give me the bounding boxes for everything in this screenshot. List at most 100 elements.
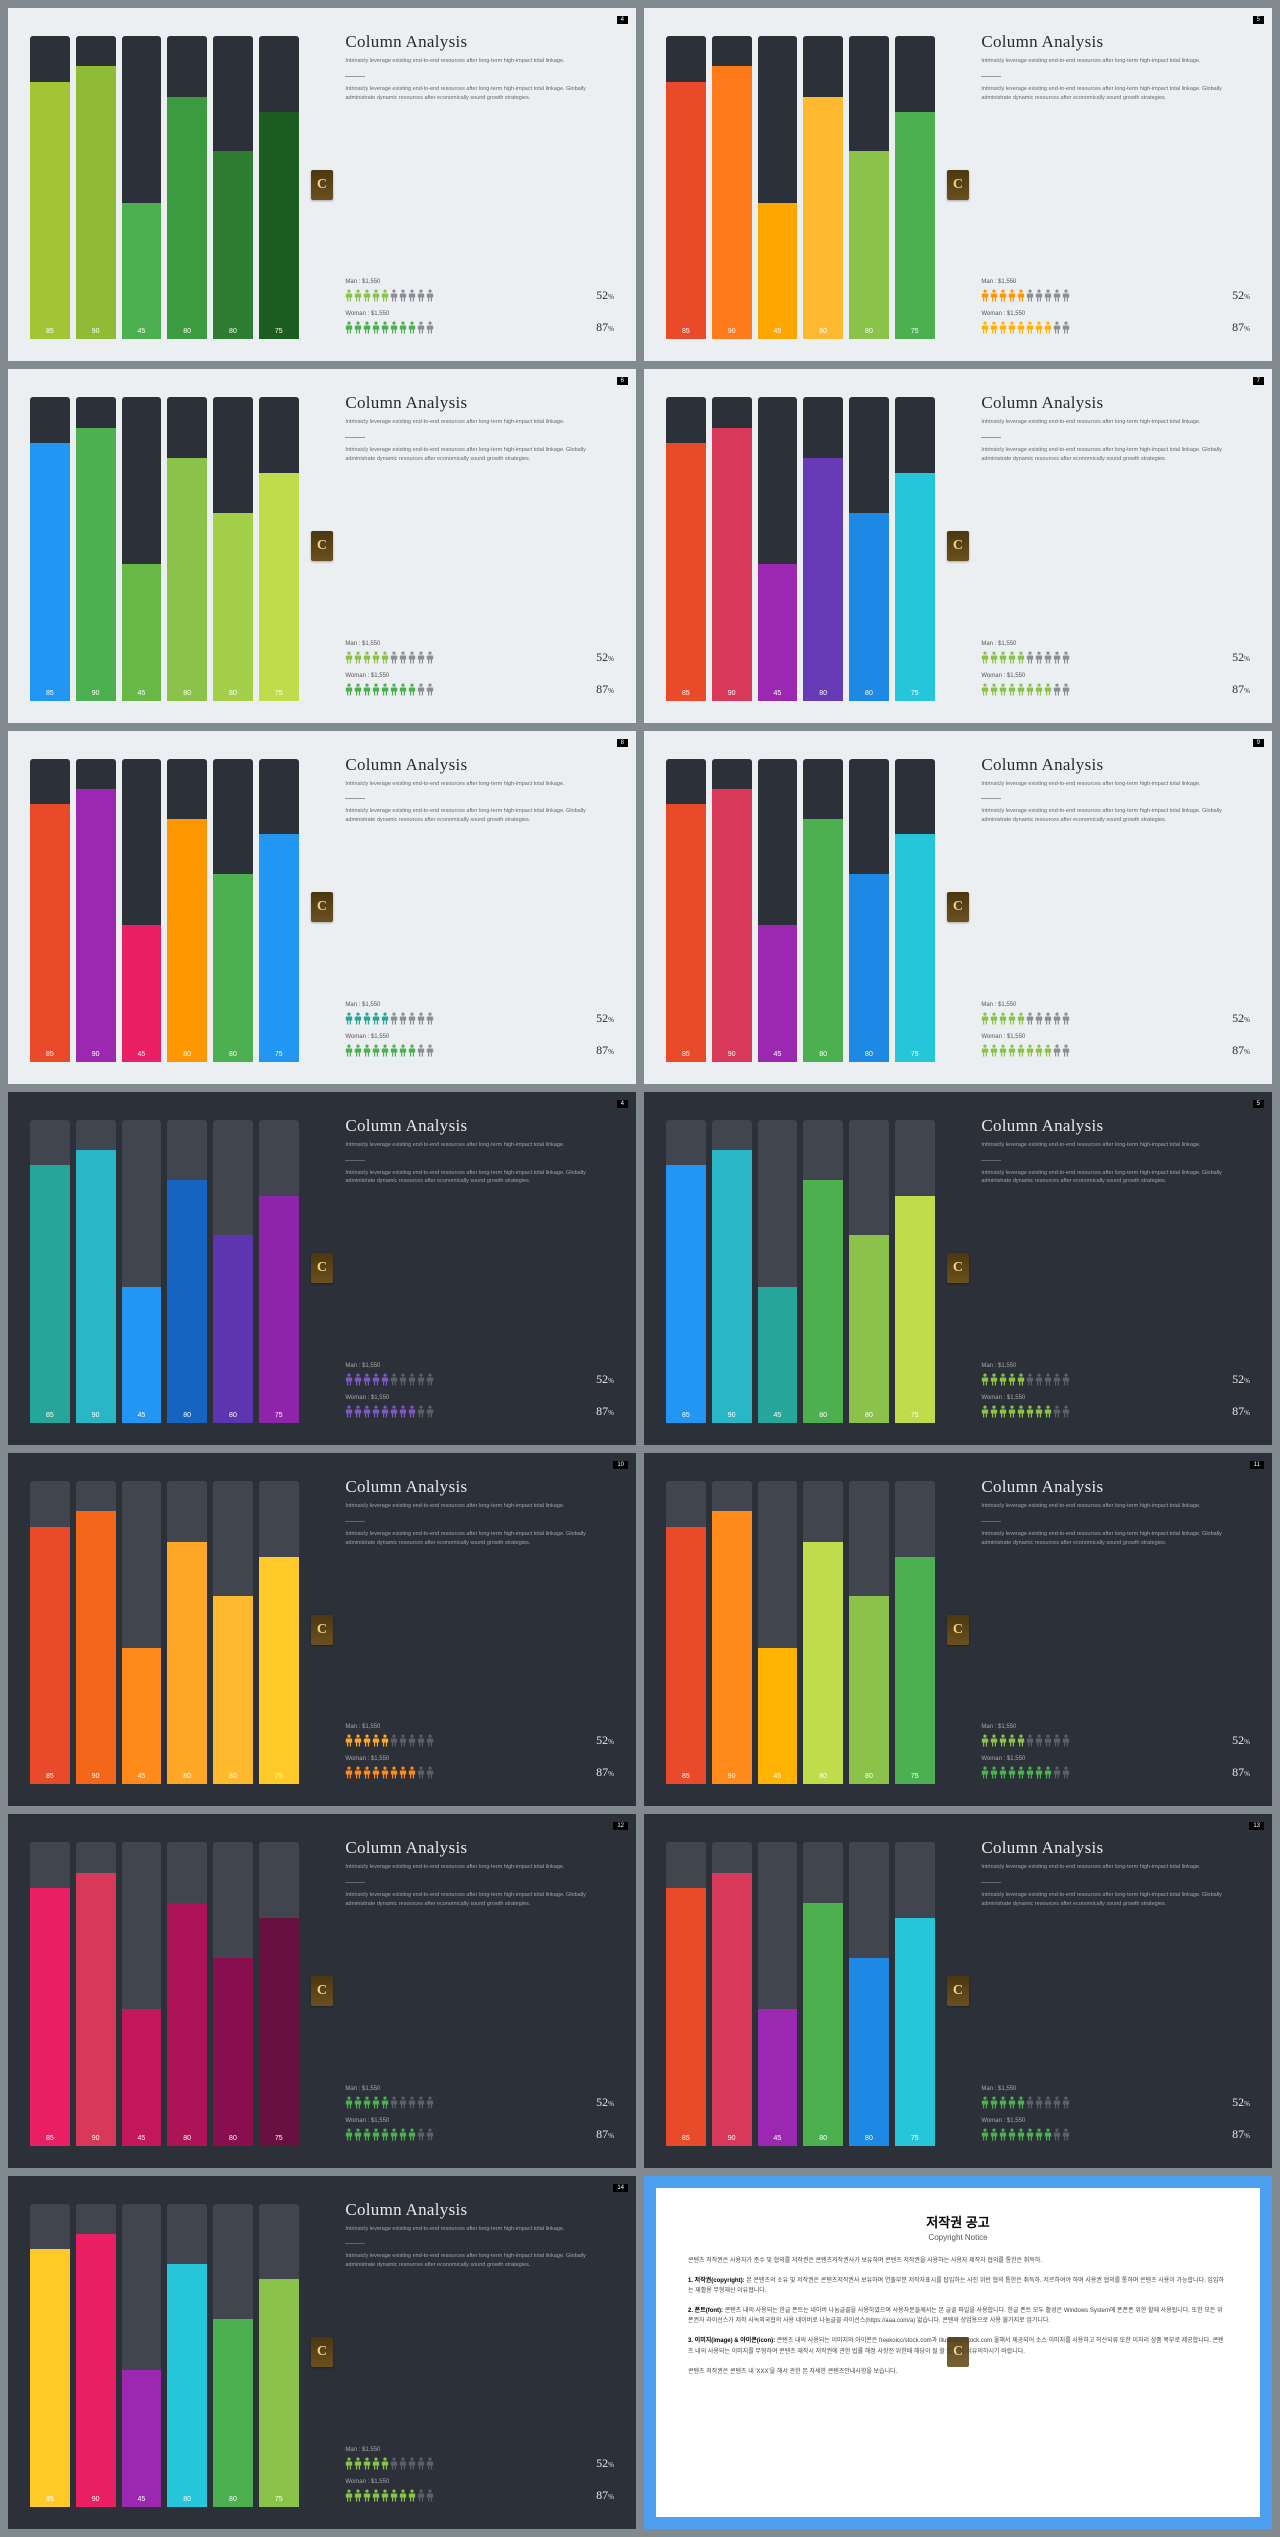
chart-area: 859045808075 <box>30 749 299 1066</box>
bar: 80 <box>167 2204 207 2507</box>
person-icon <box>999 1734 1007 1747</box>
subtitle-2: Intrinsicly leverage existing end-to-end… <box>345 1891 614 1909</box>
divider <box>981 1160 1001 1161</box>
woman-label: Woman : $1,550 <box>981 1756 1250 1762</box>
bar: 85 <box>666 1481 706 1784</box>
subtitle-1: Intrinsicly leverage existing end-to-end… <box>345 418 614 427</box>
person-icon <box>1062 1044 1070 1057</box>
slide: 7859045808075CColumn AnalysisIntrinsicly… <box>644 369 1272 722</box>
person-icon <box>999 2096 1007 2109</box>
woman-stat-row: 87% <box>345 682 614 697</box>
bar-fill: 45 <box>758 1287 798 1423</box>
slide-title: Column Analysis <box>981 755 1250 775</box>
bar: 75 <box>895 759 935 1062</box>
bar: 90 <box>76 2204 116 2507</box>
bar: 90 <box>76 397 116 700</box>
chart-area: 859045808075 <box>30 1832 299 2149</box>
person-icon <box>417 289 425 302</box>
woman-stat-row: 87% <box>981 1765 1250 1780</box>
divider <box>981 1882 1001 1883</box>
page-number: 6 <box>617 377 628 385</box>
person-icon <box>1035 1734 1043 1747</box>
person-icon <box>354 683 362 696</box>
slide: 9859045808075CColumn AnalysisIntrinsicly… <box>644 731 1272 1084</box>
subtitle-2: Intrinsicly leverage existing end-to-end… <box>981 85 1250 103</box>
person-icon <box>1017 1405 1025 1418</box>
subtitle-1: Intrinsicly leverage existing end-to-end… <box>345 2225 614 2234</box>
person-icon <box>1026 683 1034 696</box>
bar-fill: 85 <box>30 1527 70 1785</box>
person-icon <box>345 1373 353 1386</box>
bar: 45 <box>122 759 162 1062</box>
person-icon <box>390 1405 398 1418</box>
bar: 80 <box>849 397 889 700</box>
person-icon <box>345 321 353 334</box>
person-icon <box>372 2128 380 2141</box>
person-icon <box>354 1766 362 1779</box>
person-icon <box>1053 321 1061 334</box>
bar: 90 <box>76 759 116 1062</box>
bar-fill: 90 <box>712 1873 752 2146</box>
slide: 5859045808075CColumn AnalysisIntrinsicly… <box>644 1092 1272 1445</box>
person-icon <box>381 289 389 302</box>
man-pct: 52% <box>596 1733 614 1748</box>
bar-fill: 45 <box>122 2009 162 2145</box>
man-pct: 52% <box>1232 2095 1250 2110</box>
person-icon <box>372 1766 380 1779</box>
woman-label: Woman : $1,550 <box>981 1395 1250 1401</box>
bar-fill: 85 <box>30 804 70 1062</box>
text-area: Column AnalysisIntrinsicly leverage exis… <box>345 1110 614 1427</box>
person-icon <box>981 1734 989 1747</box>
woman-stat-row: 87% <box>345 1043 614 1058</box>
person-icon <box>1062 1766 1070 1779</box>
person-icon <box>981 651 989 664</box>
woman-label: Woman : $1,550 <box>345 2118 614 2124</box>
bar: 75 <box>895 1842 935 2145</box>
person-icon <box>408 1766 416 1779</box>
person-icon <box>363 2096 371 2109</box>
person-icon <box>354 2457 362 2470</box>
bar: 80 <box>803 36 843 339</box>
person-icon <box>399 2096 407 2109</box>
chart-area: 859045808075 <box>30 2194 299 2511</box>
subtitle-1: Intrinsicly leverage existing end-to-end… <box>345 1502 614 1511</box>
person-icon <box>1008 2128 1016 2141</box>
person-icon <box>981 289 989 302</box>
slide: 8859045808075CColumn AnalysisIntrinsicly… <box>8 731 636 1084</box>
subtitle-1: Intrinsicly leverage existing end-to-end… <box>981 780 1250 789</box>
person-icon <box>372 1405 380 1418</box>
logo-badge: C <box>947 531 969 561</box>
bar: 75 <box>895 1481 935 1784</box>
bar-fill: 75 <box>259 473 299 700</box>
man-stat-row: 52% <box>345 1733 614 1748</box>
divider <box>345 437 365 438</box>
person-icon <box>1044 289 1052 302</box>
bar: 75 <box>259 2204 299 2507</box>
person-icon <box>408 1373 416 1386</box>
bar: 85 <box>30 397 70 700</box>
divider <box>981 437 1001 438</box>
person-icon <box>1017 289 1025 302</box>
person-icon <box>1008 1734 1016 1747</box>
subtitle-2: Intrinsicly leverage existing end-to-end… <box>345 807 614 825</box>
bar: 85 <box>30 1120 70 1423</box>
bar-fill: 90 <box>76 1511 116 1784</box>
person-icon <box>372 2096 380 2109</box>
person-icon <box>1017 1373 1025 1386</box>
person-icon <box>354 651 362 664</box>
bar-fill: 80 <box>849 513 889 701</box>
person-icon <box>381 683 389 696</box>
slide-title: Column Analysis <box>345 1477 614 1497</box>
person-icon <box>417 2096 425 2109</box>
woman-label: Woman : $1,550 <box>345 1756 614 1762</box>
person-icon <box>345 2128 353 2141</box>
bar-fill: 80 <box>803 819 843 1062</box>
bar-fill: 80 <box>213 151 253 339</box>
subtitle-1: Intrinsicly leverage existing end-to-end… <box>981 1502 1250 1511</box>
bar: 90 <box>76 1842 116 2145</box>
bar-fill: 80 <box>213 1958 253 2146</box>
person-icon <box>354 1044 362 1057</box>
divider <box>981 798 1001 799</box>
bar-fill: 45 <box>758 2009 798 2145</box>
bar-fill: 90 <box>76 2234 116 2507</box>
